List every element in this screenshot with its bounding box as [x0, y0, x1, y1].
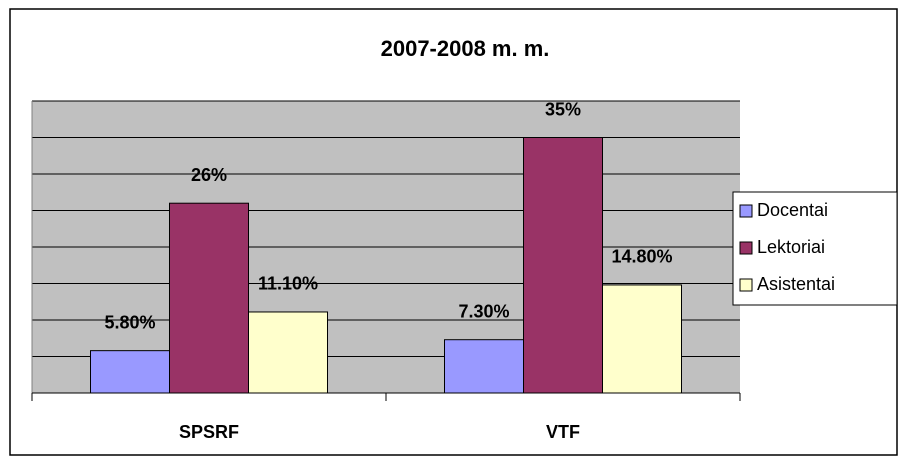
legend-label: Lektoriai — [757, 237, 825, 257]
legend — [732, 191, 898, 306]
legend-swatch — [739, 241, 753, 255]
x-tick-label: SPSRF — [179, 422, 239, 442]
chart-title: 2007-2008 m. m. — [381, 36, 550, 61]
bar — [444, 339, 524, 394]
x-tick-label: VTF — [546, 422, 580, 442]
bar — [523, 137, 603, 394]
value-label: 35% — [545, 99, 581, 119]
value-label: 14.80% — [611, 247, 672, 267]
value-label: 26% — [191, 165, 227, 185]
legend-label: Docentai — [757, 200, 828, 220]
bar — [169, 202, 249, 394]
bar — [248, 311, 328, 394]
bar — [602, 284, 682, 394]
value-label: 5.80% — [104, 312, 155, 332]
legend-swatch — [739, 204, 753, 218]
legend-swatch — [739, 278, 753, 292]
value-label: 7.30% — [458, 301, 509, 321]
bar — [90, 350, 170, 394]
legend-label: Asistentai — [757, 274, 835, 294]
value-label: 11.10% — [258, 274, 318, 294]
